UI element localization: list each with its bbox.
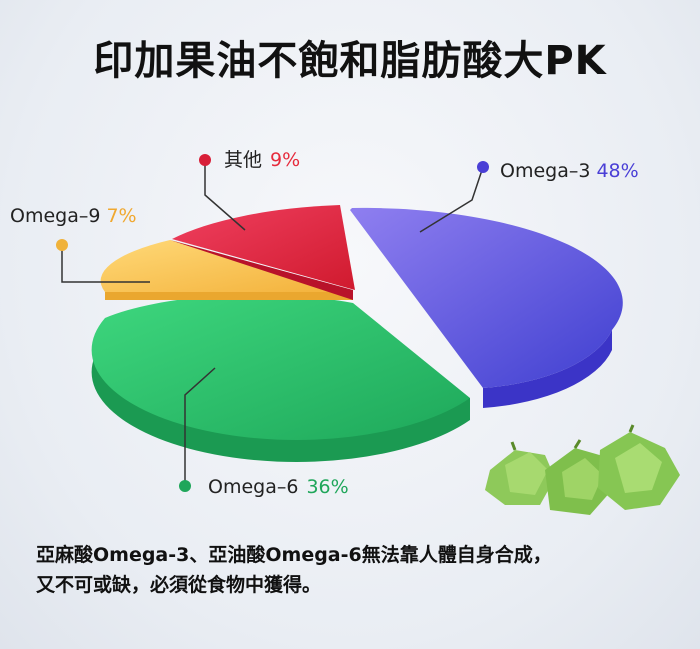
label-omega-9-name: Omega–9: [10, 205, 100, 227]
label-omega-3-name: Omega–3: [500, 160, 590, 182]
leader-others: [204, 160, 246, 231]
leader-omega-6: [184, 367, 216, 484]
caption-line-2: 又不可或缺，必須從食物中獲得。: [36, 574, 322, 596]
marker-omega-9: [56, 239, 68, 251]
chart-title: 印加果油不飽和脂肪酸大PK: [93, 38, 607, 84]
label-omega-3-pct: 48%: [596, 160, 638, 182]
label-omega-3: Omega–3 48%: [500, 160, 639, 182]
leader-omega-9: [61, 245, 150, 283]
label-omega-9: Omega–9 7%: [10, 205, 137, 227]
label-omega-6: Omega–6 36%: [208, 476, 349, 498]
slice-others: [172, 205, 355, 290]
label-omega-6-name: Omega–6: [208, 476, 298, 498]
label-omega-6-pct: 36%: [306, 476, 348, 498]
slice-omega-3-side: [483, 330, 612, 408]
caption-line-1: 亞麻酸Omega-3、亞油酸Omega-6無法靠人體自身合成，: [36, 544, 552, 566]
label-others-pct: 9%: [270, 149, 300, 171]
slice-omega-3: [350, 207, 623, 388]
caption: 亞麻酸Omega-3、亞油酸Omega-6無法靠人體自身合成， 又不可或缺，必須…: [36, 540, 676, 600]
label-others-name: 其他: [224, 149, 262, 171]
slice-others-side: [170, 240, 353, 300]
slice-omega-9-side: [105, 292, 353, 300]
marker-omega-3: [477, 161, 489, 173]
pie-chart: Omega–3 48% 其他 9% Omega–9 7% Omega–6 36%: [10, 149, 680, 515]
leader-omega-3: [419, 166, 484, 233]
label-others: 其他 9%: [224, 149, 300, 171]
marker-others: [199, 154, 211, 166]
slice-omega-6: [91, 294, 470, 440]
sacha-inchi-fruit-image: [485, 424, 680, 515]
marker-omega-6: [179, 480, 191, 492]
label-omega-9-pct: 7%: [106, 205, 136, 227]
